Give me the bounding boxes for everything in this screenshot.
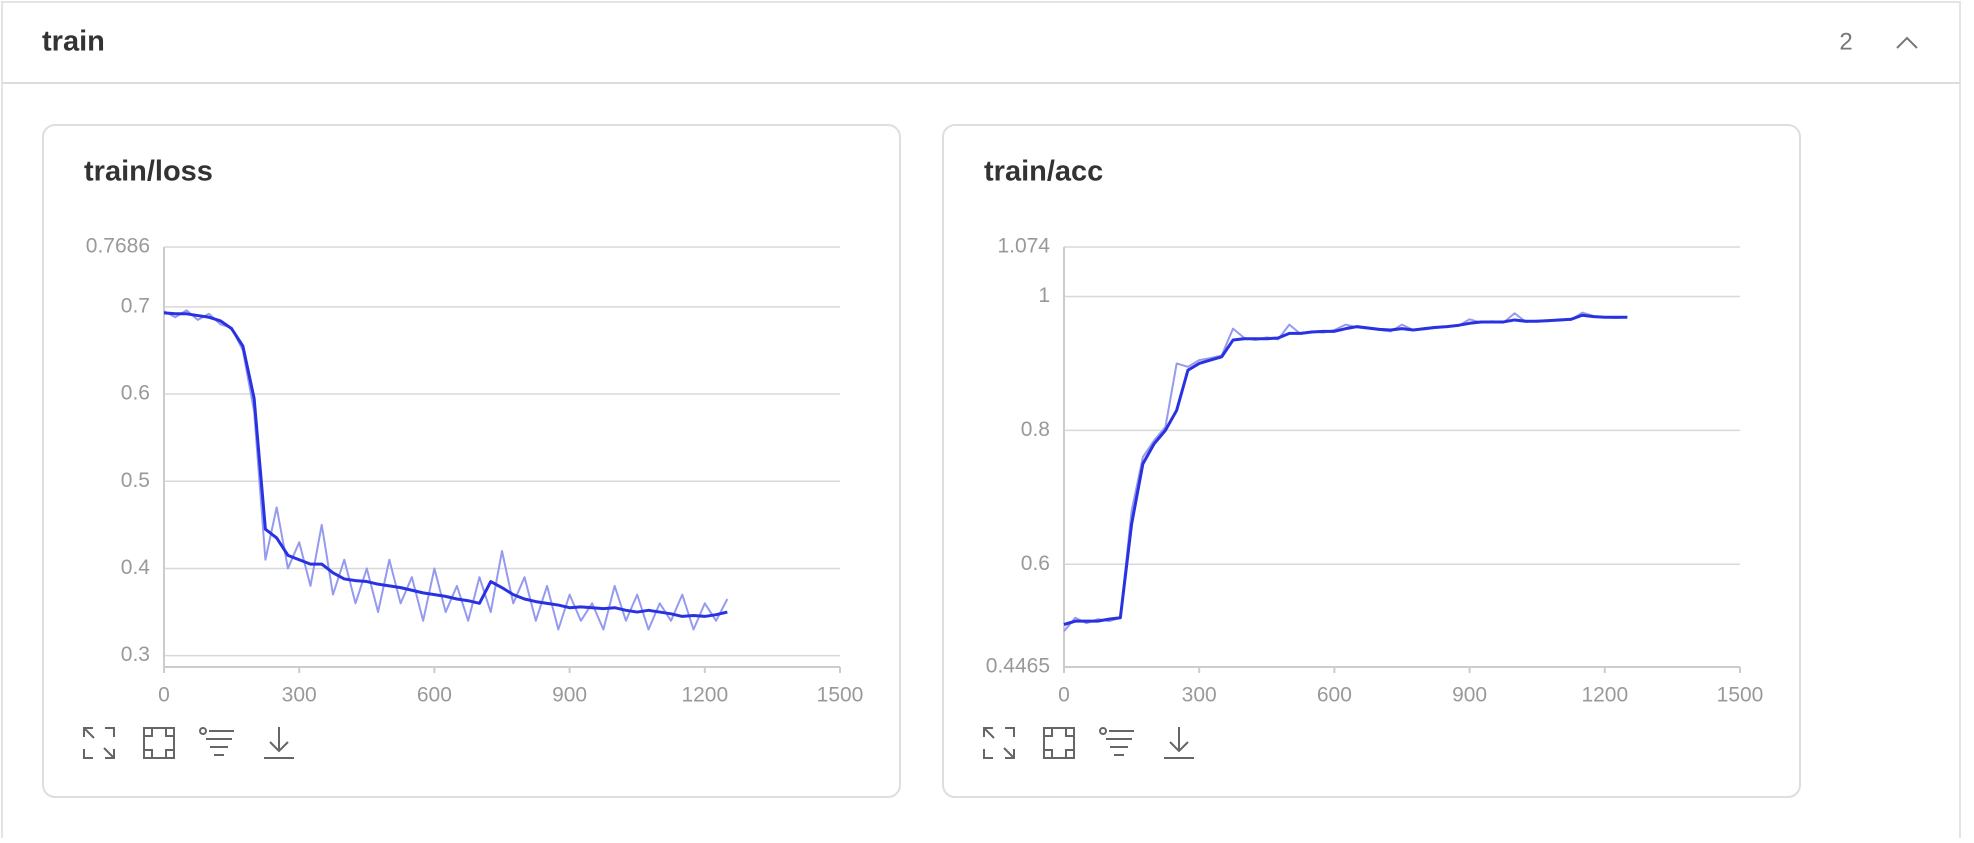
y-tick-label: 0.3 <box>121 643 150 666</box>
download-button[interactable] <box>264 727 294 759</box>
x-tick-label: 1200 <box>1581 684 1628 707</box>
x-tick-label: 300 <box>282 684 317 707</box>
expand-button[interactable] <box>83 727 115 759</box>
section-title: train <box>42 26 105 58</box>
card-border <box>42 124 901 798</box>
chart-card: train/acc 0.4465 0.6 0.8 1 1.074 0 300 600 900 120… <box>942 124 1801 798</box>
chart-title: train/loss <box>84 156 213 188</box>
raw-line <box>163 309 729 631</box>
chart-title: train/acc <box>984 156 1103 188</box>
x-tick-label: 900 <box>1452 684 1487 707</box>
y-tick-label: 0.6 <box>1021 552 1050 575</box>
chart-card: train/loss 0.3 0.4 0.5 0.6 0.7 0.7686 0 300 600 90… <box>42 124 901 798</box>
expand-button[interactable] <box>983 727 1015 759</box>
chart-count: 2 <box>1839 28 1852 55</box>
x-tick-label: 900 <box>552 684 587 707</box>
y-tick-label: 0.5 <box>121 469 150 492</box>
y-tick-label: 0.8 <box>1021 418 1050 441</box>
x-tick-label: 600 <box>417 684 452 707</box>
x-tick-label: 1500 <box>1717 684 1764 707</box>
x-tick-label: 1500 <box>817 684 864 707</box>
y-tick-label: 1.074 <box>997 235 1050 258</box>
x-tick-label: 300 <box>1182 684 1217 707</box>
card-border <box>942 124 1801 798</box>
y-tick-label: 0.7686 <box>86 235 150 258</box>
restore-button[interactable] <box>1043 727 1075 759</box>
smoothed-line <box>1063 313 1628 626</box>
y-tick-label: 1 <box>1038 284 1050 307</box>
x-tick-label: 0 <box>1058 684 1070 707</box>
smoothed-line <box>163 311 728 618</box>
y-tick-label: 0.4 <box>121 556 151 579</box>
x-tick-label: 600 <box>1317 684 1352 707</box>
filter-button[interactable] <box>199 727 234 756</box>
collapse-button[interactable] <box>1896 36 1918 49</box>
x-tick-label: 0 <box>158 684 170 707</box>
y-tick-label: 0.7 <box>121 294 150 317</box>
filter-button[interactable] <box>1099 727 1134 756</box>
download-button[interactable] <box>1164 727 1194 759</box>
y-tick-label: 0.4465 <box>986 655 1050 678</box>
x-tick-label: 1200 <box>681 684 728 707</box>
y-tick-label: 0.6 <box>121 382 150 405</box>
restore-button[interactable] <box>143 727 175 759</box>
